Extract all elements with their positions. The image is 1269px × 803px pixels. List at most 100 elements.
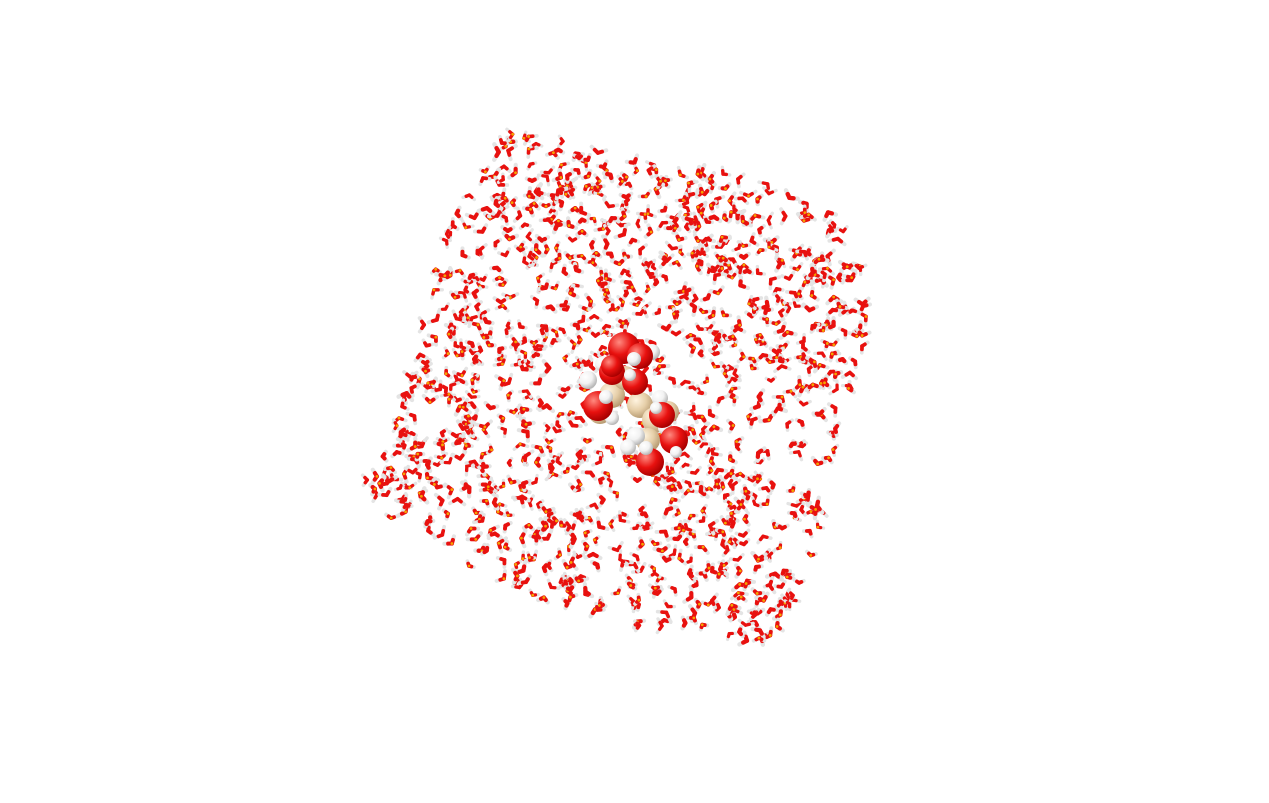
water-molecule <box>648 571 662 579</box>
water-molecule <box>526 551 537 560</box>
water-molecule <box>568 528 577 550</box>
water-molecule <box>534 452 544 472</box>
water-molecule <box>493 237 503 251</box>
water-molecule <box>472 223 489 234</box>
water-molecule <box>689 436 704 445</box>
water-molecule <box>398 424 410 443</box>
water-molecule <box>497 247 511 258</box>
water-molecule <box>496 413 506 426</box>
water-molecule <box>738 275 751 291</box>
water-molecule <box>465 559 476 570</box>
water-molecule <box>536 595 550 605</box>
water-molecule <box>536 184 547 196</box>
water-molecule <box>517 574 532 585</box>
water-molecule <box>606 216 621 227</box>
water-molecule <box>638 243 648 260</box>
water-molecule <box>558 517 570 528</box>
water-molecule <box>529 141 544 149</box>
water-molecule <box>538 517 548 536</box>
hydrogen-atom <box>579 371 597 389</box>
water-molecule <box>550 423 566 434</box>
water-molecule <box>635 215 642 232</box>
water-molecule <box>618 191 634 200</box>
water-molecule <box>651 275 660 289</box>
water-molecule <box>474 300 483 315</box>
water-molecule <box>737 624 745 639</box>
water-molecule <box>681 215 694 230</box>
water-molecule <box>508 334 518 350</box>
water-molecule <box>478 176 492 187</box>
water-molecule <box>566 575 574 588</box>
water-molecule <box>805 263 815 281</box>
water-molecule <box>699 290 713 303</box>
water-molecule <box>625 579 638 588</box>
water-molecule <box>624 196 632 209</box>
water-molecule <box>615 317 631 326</box>
water-molecule <box>804 382 823 393</box>
water-molecule <box>602 251 615 262</box>
water-molecule <box>510 567 520 585</box>
water-molecule <box>616 206 627 224</box>
water-molecule <box>626 594 636 610</box>
water-molecule <box>805 245 814 259</box>
water-molecule <box>439 392 456 402</box>
water-molecule <box>731 471 748 481</box>
water-molecule <box>609 489 620 502</box>
water-molecule <box>530 444 546 457</box>
water-molecule <box>778 353 788 365</box>
water-molecule <box>742 511 751 527</box>
water-molecule <box>575 229 589 238</box>
water-molecule <box>747 213 766 224</box>
water-molecule <box>826 221 834 237</box>
water-molecule <box>629 552 641 565</box>
water-molecule <box>682 586 694 604</box>
water-molecule <box>773 321 787 335</box>
water-molecule <box>465 531 483 542</box>
water-molecule <box>400 398 410 411</box>
water-molecule <box>494 569 507 583</box>
water-molecule <box>421 393 440 405</box>
water-molecule <box>528 588 540 597</box>
water-molecule <box>542 421 551 435</box>
water-molecule <box>599 281 611 292</box>
water-molecule <box>554 186 569 201</box>
water-molecule <box>785 418 794 432</box>
water-molecule <box>730 315 742 331</box>
water-molecule <box>453 290 469 303</box>
water-molecule <box>498 134 511 146</box>
water-molecule <box>667 585 678 597</box>
water-molecule <box>697 442 712 451</box>
water-molecule <box>601 171 615 184</box>
water-molecule <box>679 462 693 470</box>
water-molecule <box>779 568 793 579</box>
water-molecule <box>778 330 798 340</box>
water-molecule <box>700 373 710 386</box>
hydrogen-atom <box>624 369 636 381</box>
water-molecule <box>698 480 710 499</box>
water-molecule <box>492 354 508 367</box>
water-molecule <box>739 210 754 228</box>
water-molecule <box>474 513 486 524</box>
water-molecule <box>631 164 639 176</box>
water-molecule <box>717 559 731 568</box>
water-molecule <box>705 464 714 476</box>
water-molecule <box>813 266 824 279</box>
water-molecule <box>579 357 594 366</box>
water-molecule <box>668 531 685 542</box>
water-molecule <box>586 216 598 227</box>
water-molecule <box>555 412 567 420</box>
water-molecule <box>685 531 697 542</box>
water-molecule <box>483 400 500 411</box>
water-molecule <box>380 449 389 463</box>
water-molecule <box>736 172 746 189</box>
water-molecule <box>506 474 520 485</box>
water-molecule <box>536 279 550 292</box>
water-molecule <box>786 589 795 604</box>
water-molecule <box>693 545 710 555</box>
water-molecule <box>600 444 617 459</box>
water-molecule <box>658 251 669 269</box>
water-molecule <box>709 443 723 457</box>
water-molecule <box>497 195 511 206</box>
